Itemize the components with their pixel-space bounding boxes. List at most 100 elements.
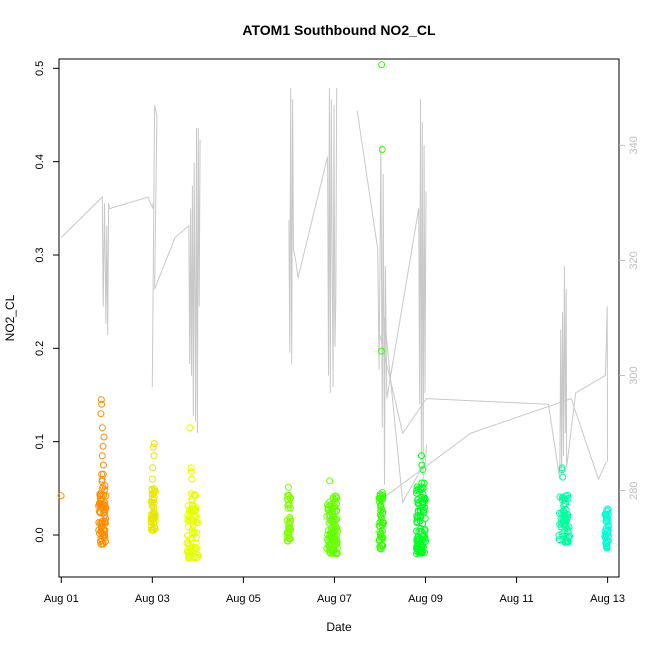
data-point <box>326 541 334 549</box>
data-point <box>150 440 158 447</box>
data-point <box>150 452 158 460</box>
data-point <box>190 504 198 512</box>
data-point <box>419 507 427 515</box>
data-point <box>328 525 335 533</box>
data-point <box>100 433 108 441</box>
data-point <box>561 495 569 503</box>
data-point <box>96 538 104 546</box>
data-point <box>376 545 384 552</box>
line-series <box>60 195 154 336</box>
data-point <box>420 479 428 487</box>
data-point <box>418 547 426 555</box>
data-point <box>101 507 109 515</box>
data-point <box>418 544 426 551</box>
point-series-group <box>57 61 612 562</box>
data-point <box>418 452 425 460</box>
data-point <box>190 529 198 537</box>
data-point <box>102 492 110 500</box>
y-tick-label: 0.2 <box>34 341 46 356</box>
data-point <box>283 534 291 542</box>
data-point <box>98 452 106 460</box>
data-point <box>98 484 106 492</box>
data-point <box>416 507 424 515</box>
data-point <box>604 506 612 514</box>
line-series <box>385 397 607 497</box>
data-point <box>326 498 333 506</box>
line-series <box>151 104 201 434</box>
data-point <box>184 502 192 510</box>
data-point <box>333 524 341 532</box>
data-point <box>419 484 427 492</box>
data-point <box>562 521 570 529</box>
data-point <box>602 530 609 538</box>
data-point <box>332 531 340 539</box>
chart-title: ATOM1 Southbound NO2_CL <box>242 22 436 38</box>
data-point <box>376 495 384 503</box>
y2-tick-label: 300 <box>628 366 640 384</box>
data-point <box>418 536 426 544</box>
data-point <box>564 511 572 519</box>
data-point <box>98 424 106 432</box>
data-point <box>413 489 420 497</box>
data-point <box>560 502 568 510</box>
data-point <box>99 461 107 469</box>
x-tick-label: Aug 03 <box>135 593 170 605</box>
data-point <box>333 500 340 508</box>
data-point <box>150 504 157 511</box>
line-series <box>384 317 427 504</box>
plot-frame <box>58 58 620 578</box>
data-point <box>98 400 106 408</box>
data-point <box>378 496 386 503</box>
data-point <box>150 494 158 502</box>
line-series <box>288 87 338 393</box>
data-point <box>191 545 199 553</box>
data-point <box>187 468 195 475</box>
data-point <box>148 502 156 510</box>
data-point <box>187 464 195 472</box>
data-point <box>284 504 292 512</box>
data-point <box>284 496 292 503</box>
data-point <box>192 534 200 542</box>
data-point <box>330 546 338 554</box>
data-point <box>325 512 333 520</box>
y-axis: 0.0 0.1 0.2 0.3 0.4 0.5 <box>34 61 59 543</box>
data-point <box>555 531 563 539</box>
data-point <box>602 514 610 522</box>
data-point <box>99 442 107 450</box>
data-point <box>98 470 106 478</box>
line-series <box>379 266 609 480</box>
data-point <box>377 515 385 523</box>
data-point <box>413 519 421 527</box>
data-point <box>189 521 197 529</box>
data-point <box>325 534 333 542</box>
data-point <box>333 544 341 552</box>
data-point <box>285 492 292 500</box>
y-tick-label: 0.0 <box>34 527 46 542</box>
data-point <box>559 507 567 515</box>
data-point <box>418 479 426 487</box>
data-point <box>333 494 341 502</box>
data-point <box>57 492 65 500</box>
y-tick-label: 0.4 <box>34 154 46 169</box>
x-tick-label: Aug 05 <box>226 593 261 605</box>
data-point <box>326 548 334 556</box>
data-point <box>99 483 107 491</box>
x-tick-label: Aug 01 <box>44 593 79 605</box>
data-point <box>186 424 194 432</box>
data-point <box>285 532 293 539</box>
y2-tick-label: 280 <box>628 481 640 499</box>
x-tick-label: Aug 11 <box>500 593 534 605</box>
data-point <box>184 554 192 562</box>
data-point <box>100 525 108 533</box>
data-point <box>96 509 104 517</box>
data-point <box>334 527 341 535</box>
data-point <box>98 501 106 509</box>
secondary-y-axis: 280 300 320 340 <box>619 136 640 500</box>
data-point <box>184 516 192 524</box>
data-point <box>419 531 427 539</box>
data-point <box>420 495 428 503</box>
data-point <box>558 466 566 474</box>
data-point <box>286 513 294 521</box>
data-point <box>151 525 159 533</box>
data-point <box>559 473 567 481</box>
